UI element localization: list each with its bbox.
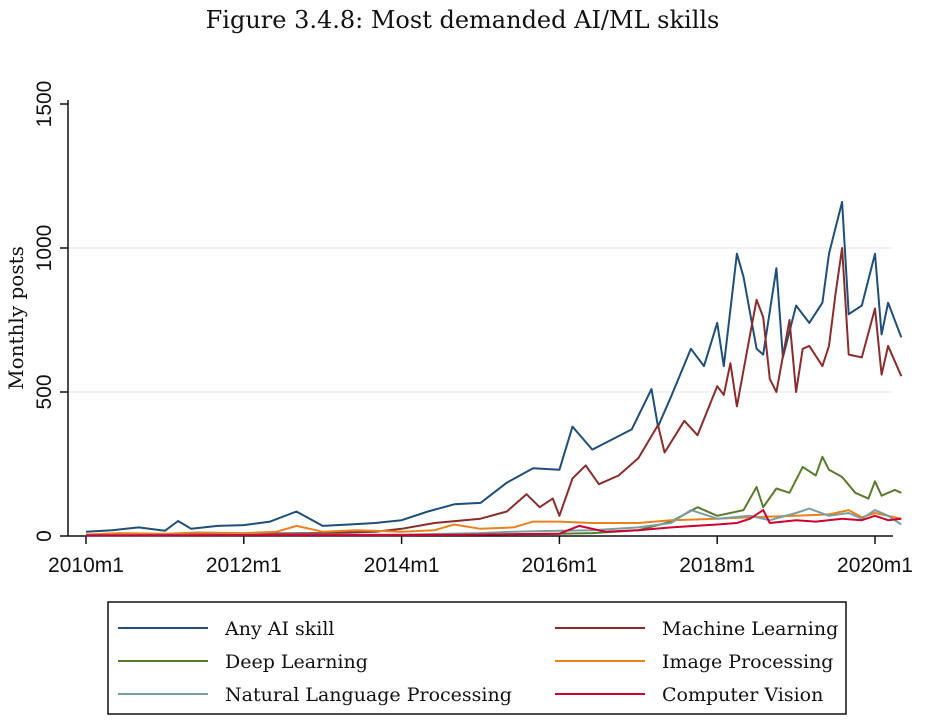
legend-label-machine-learning: Machine Learning: [662, 618, 838, 640]
y-tick-label: 1500: [33, 81, 56, 128]
x-tick-label: 2012m1: [206, 554, 282, 577]
legend-box: [107, 601, 847, 715]
x-tick-label: 2014m1: [364, 554, 440, 577]
series-line-machine-learning: [86, 247, 903, 536]
x-tick-label: 2020m1: [837, 554, 913, 577]
y-ticks: 0 500 1000 1500: [33, 81, 68, 542]
series-line-image-processing: [85, 509, 902, 536]
x-ticks: 2010m1 2012m1 2014m1 2016m1 2018m1 2020m1: [48, 536, 913, 577]
series-line-deep-learning: [85, 455, 902, 537]
legend-label-computer-vision: Computer Vision: [662, 684, 823, 706]
legend-items: Any AI skill Machine Learning Deep Learnin…: [118, 618, 838, 706]
series-lines: [85, 200, 903, 537]
x-tick-label: 2018m1: [679, 554, 755, 577]
y-tick-label: 500: [33, 374, 56, 409]
y-tick-label: 1000: [33, 225, 56, 272]
legend-label-natural-language-processing: Natural Language Processing: [225, 684, 512, 706]
legend-label-any-ai-skill: Any AI skill: [224, 618, 335, 640]
y-tick-label: 0: [33, 530, 56, 542]
legend-label-deep-learning: Deep Learning: [225, 651, 368, 673]
chart-title: Figure 3.4.8: Most demanded AI/ML skills: [205, 6, 720, 34]
x-tick-label: 2010m1: [48, 554, 124, 577]
legend-label-image-processing: Image Processing: [662, 651, 833, 673]
series-line-computer-vision: [85, 509, 902, 537]
y-axis-title: Monthly posts: [4, 246, 28, 390]
x-tick-label: 2016m1: [521, 554, 597, 577]
grid-lines: [68, 247, 893, 393]
series-line-natural-language-processing: [85, 507, 902, 537]
legend: Any AI skill Machine Learning Deep Learnin…: [107, 601, 847, 715]
series-line-any-ai-skill: [85, 200, 903, 533]
